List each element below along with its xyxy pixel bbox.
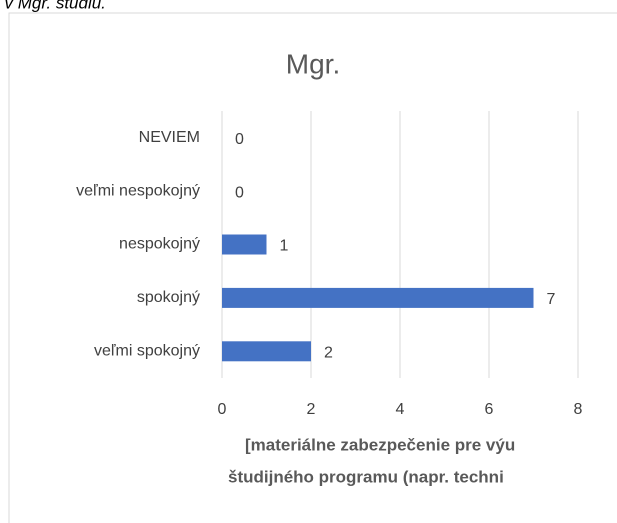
y-tick-label: veľmi nespokojný xyxy=(76,182,200,199)
chart-frame xyxy=(8,12,617,523)
data-label: 0 xyxy=(235,184,244,201)
data-label: 0 xyxy=(235,131,244,148)
data-label: 2 xyxy=(324,345,333,362)
x-axis-title: [materiálne zabezpečenie pre výu xyxy=(245,435,515,454)
x-tick-label: 8 xyxy=(574,401,583,418)
x-tick-label: 0 xyxy=(218,401,227,418)
x-tick-label: 2 xyxy=(307,401,316,418)
y-tick-label: spokojný xyxy=(137,289,200,306)
data-label: 7 xyxy=(547,291,556,308)
y-tick-label: veľmi spokojný xyxy=(94,343,200,360)
data-label: 1 xyxy=(280,238,289,255)
y-tick-label: nespokojný xyxy=(119,236,200,253)
bar xyxy=(222,341,311,362)
bar xyxy=(222,287,534,308)
y-tick-label: NEVIEM xyxy=(139,129,200,146)
chart-title: Mgr. xyxy=(286,48,340,79)
x-tick-label: 4 xyxy=(396,401,405,418)
x-tick-label: 6 xyxy=(485,401,494,418)
bar xyxy=(222,234,267,255)
caption: i v Mgr. štúdiu. xyxy=(0,0,106,12)
x-axis-title: študijného programu (napr. techni xyxy=(228,467,504,486)
